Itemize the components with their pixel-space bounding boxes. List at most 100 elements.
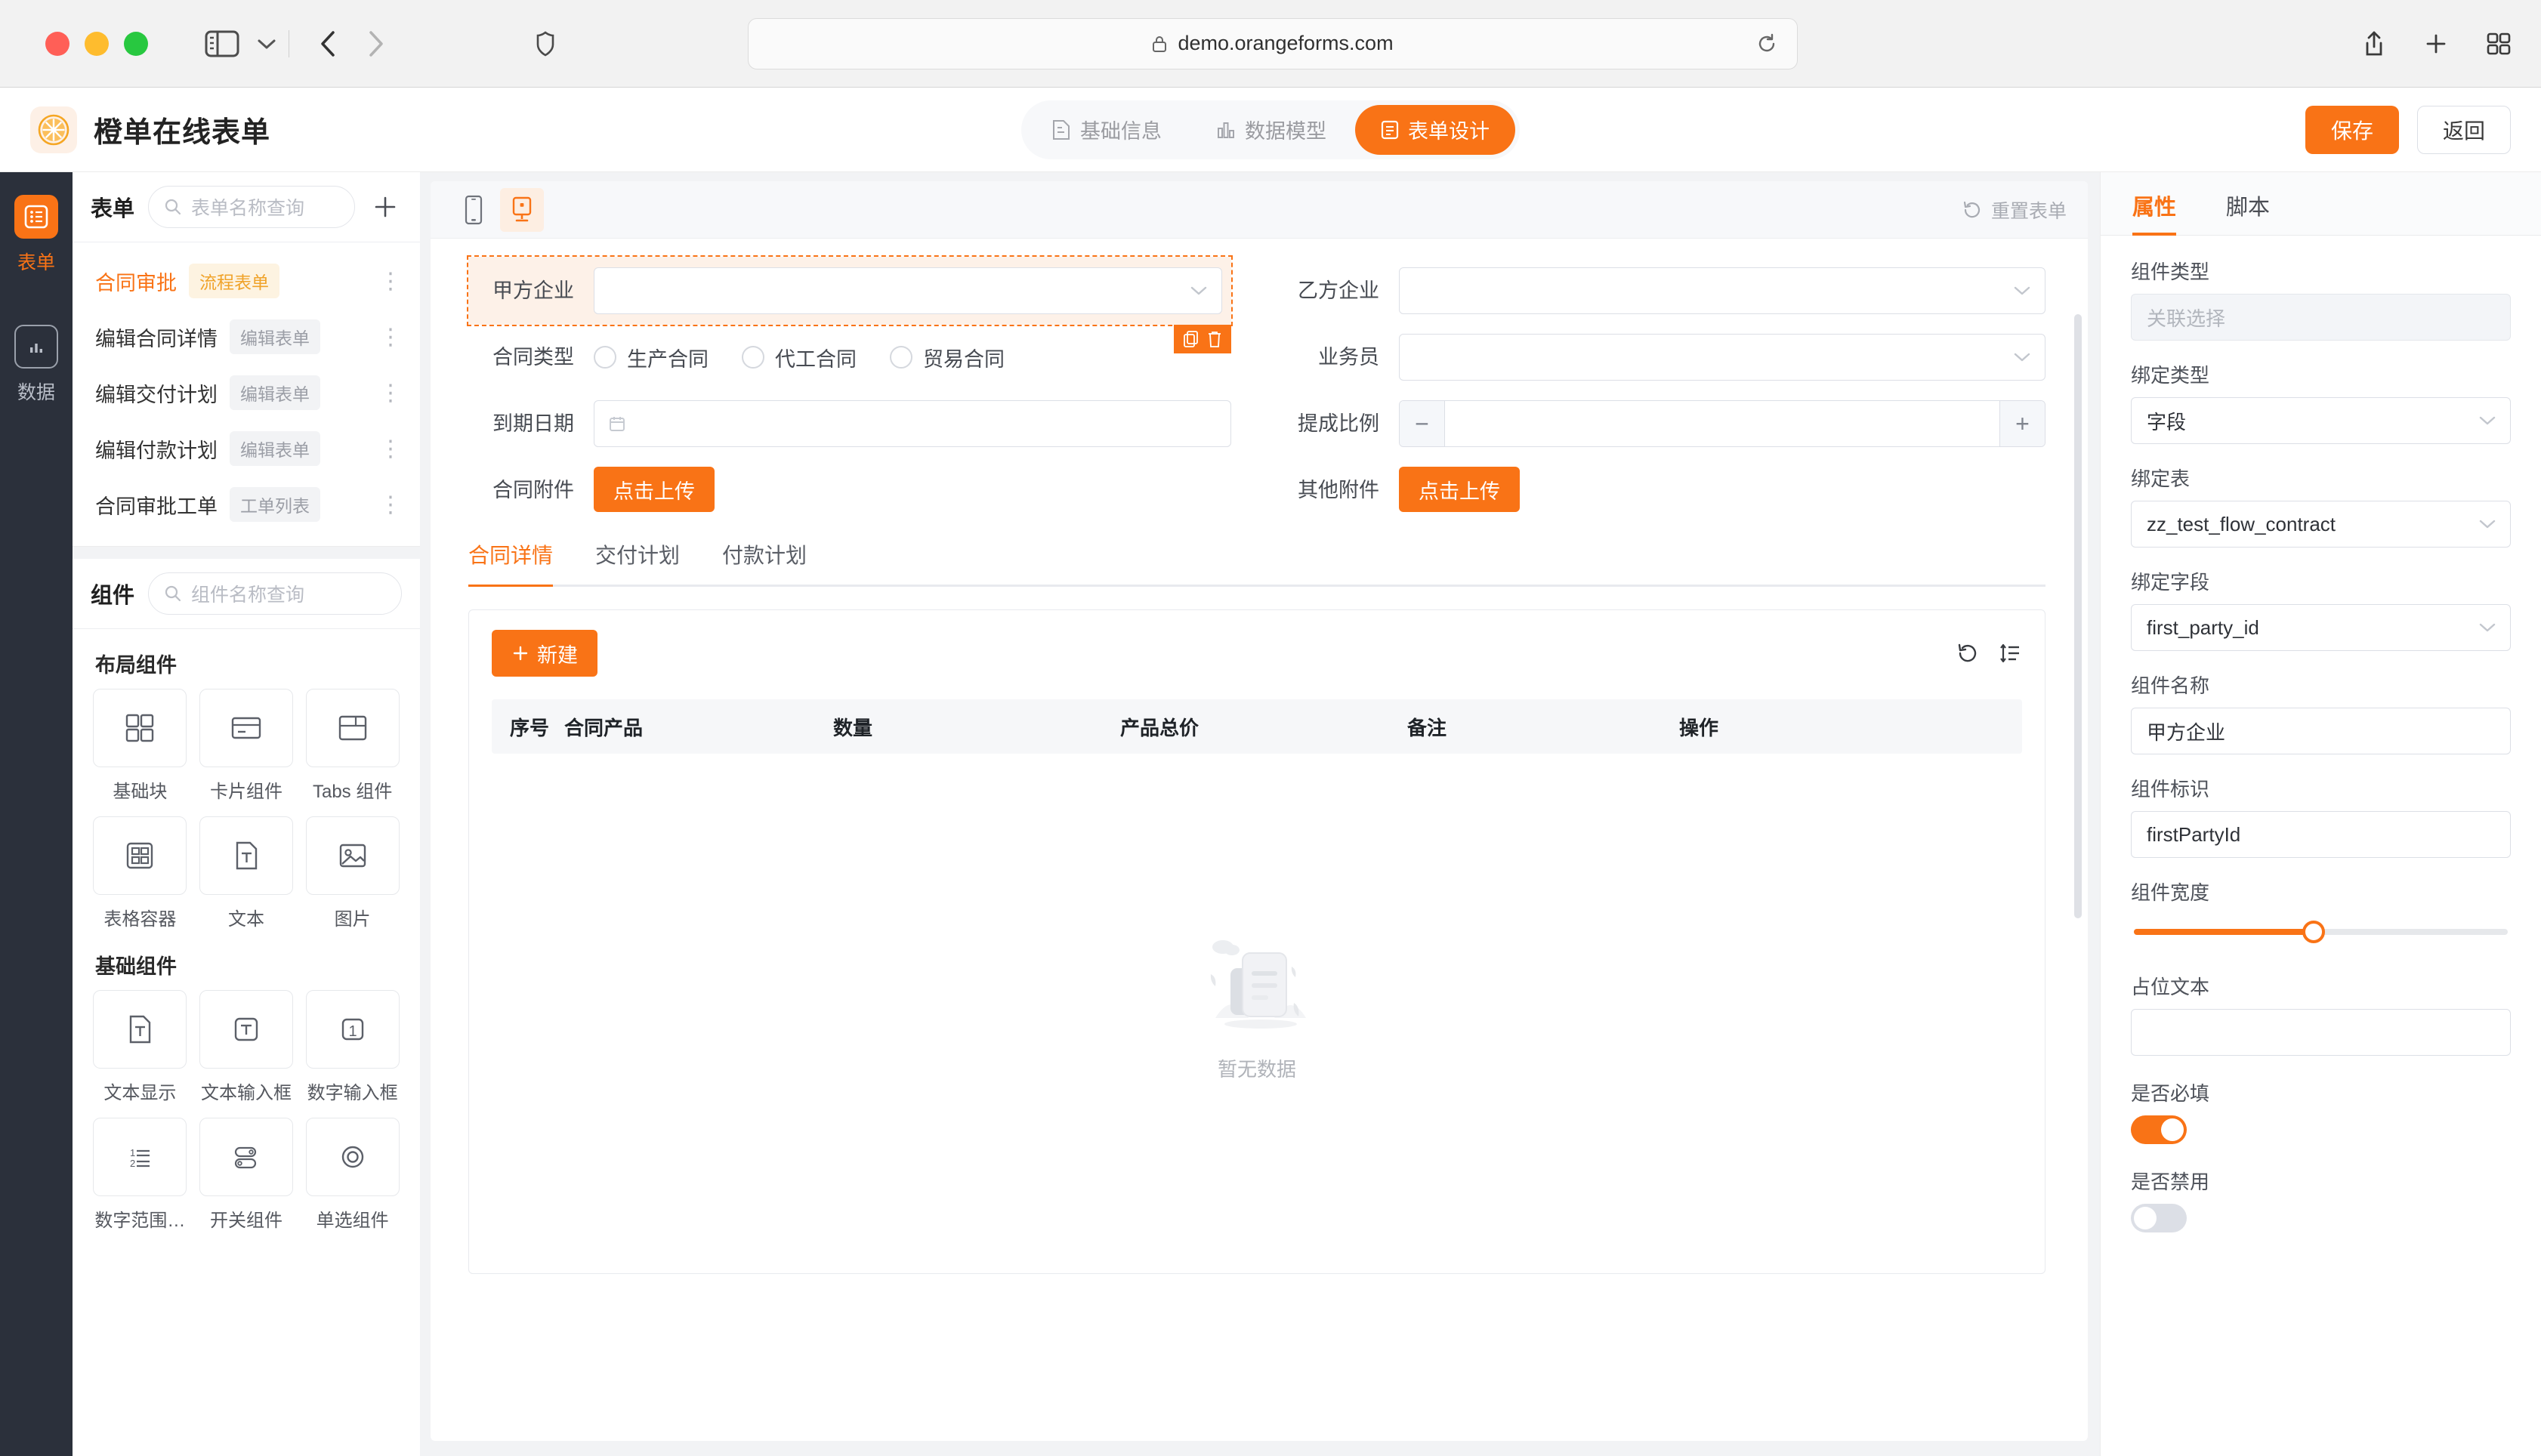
- form-list-item[interactable]: 合同审批 流程表单 ⋮: [73, 253, 420, 309]
- empty-state-label: 暂无数据: [1217, 1058, 1296, 1081]
- component-width-slider[interactable]: [2131, 915, 2511, 949]
- back-button[interactable]: 返回: [2417, 105, 2511, 154]
- new-row-button[interactable]: 新建: [492, 630, 597, 677]
- canvas-scrollbar[interactable]: [2074, 314, 2082, 918]
- commission-rate-input[interactable]: [1445, 401, 1999, 446]
- selected-component-wrapper[interactable]: 甲方企业: [467, 255, 1233, 353]
- add-form-button[interactable]: [369, 194, 402, 220]
- privacy-shield-icon[interactable]: [536, 30, 555, 57]
- property-label: 是否禁用: [2131, 1171, 2210, 1193]
- tab-data-model[interactable]: 数据模型: [1190, 105, 1352, 155]
- undo-icon[interactable]: [1956, 641, 1980, 665]
- tab-payment-plan[interactable]: 付款计划: [722, 544, 807, 567]
- upload-other-button[interactable]: 点击上传: [1399, 467, 1520, 512]
- slider-knob[interactable]: [2302, 921, 2325, 943]
- tab-form-design[interactable]: 表单设计: [1355, 104, 1515, 155]
- radio-option[interactable]: 代工合同: [742, 343, 857, 372]
- upload-contract-button[interactable]: 点击上传: [594, 467, 715, 512]
- component-item-text-input[interactable]: 文本输入框: [199, 990, 295, 1104]
- reset-form-button[interactable]: 重置表单: [1962, 196, 2067, 224]
- row-height-icon[interactable]: [1998, 641, 2022, 665]
- stepper-plus-button[interactable]: +: [1999, 401, 2045, 446]
- component-item-switch[interactable]: 开关组件: [199, 1118, 295, 1232]
- component-search-input[interactable]: 组件名称查询: [148, 572, 402, 615]
- stepper-minus-button[interactable]: −: [1400, 401, 1445, 446]
- second-party-select[interactable]: [1399, 267, 2045, 314]
- property-label: 绑定类型: [2131, 364, 2210, 387]
- back-chevron-icon[interactable]: [320, 30, 336, 57]
- component-item-card[interactable]: 卡片组件: [199, 689, 295, 803]
- mobile-device-icon[interactable]: [452, 188, 496, 232]
- component-item-basic-block[interactable]: 基础块: [92, 689, 188, 803]
- component-name-input[interactable]: 甲方企业: [2131, 708, 2511, 754]
- commission-rate-stepper[interactable]: − +: [1399, 400, 2045, 447]
- rail-item-data[interactable]: 数据: [0, 325, 73, 405]
- url-text: demo.orangeforms.com: [1178, 32, 1394, 54]
- component-item-tabs[interactable]: Tabs 组件: [304, 689, 400, 803]
- form-list-item[interactable]: 合同审批工单 工单列表 ⋮: [73, 477, 420, 532]
- tab-overview-icon[interactable]: [2487, 32, 2511, 55]
- trash-icon[interactable]: [1207, 330, 1222, 348]
- tab-contract-detail[interactable]: 合同详情: [468, 539, 554, 587]
- rail-item-forms[interactable]: 表单: [0, 195, 73, 275]
- chevron-down-icon: [2478, 622, 2496, 633]
- chevron-down-icon: [2478, 415, 2496, 426]
- new-tab-icon[interactable]: [2425, 32, 2447, 55]
- tab-properties[interactable]: 属性: [2132, 190, 2177, 236]
- maximize-window-button[interactable]: [124, 31, 148, 56]
- radio-option[interactable]: 生产合同: [594, 343, 709, 372]
- lock-icon: [1152, 35, 1167, 53]
- required-toggle[interactable]: [2131, 1115, 2187, 1144]
- component-item-radio[interactable]: 单选组件: [304, 1118, 400, 1232]
- save-button[interactable]: 保存: [2305, 105, 2399, 154]
- radio-option[interactable]: 贸易合同: [890, 343, 1005, 372]
- forward-chevron-icon[interactable]: [368, 30, 384, 57]
- bind-type-select[interactable]: 字段: [2131, 397, 2511, 444]
- component-item-image[interactable]: 图片: [304, 816, 400, 930]
- chevron-down-icon[interactable]: [257, 38, 276, 50]
- first-party-select[interactable]: [594, 267, 1222, 314]
- tab-basic-info[interactable]: 基础信息: [1026, 105, 1187, 155]
- tab-delivery-plan[interactable]: 交付计划: [595, 544, 681, 567]
- form-list-item[interactable]: 编辑交付计划 编辑表单 ⋮: [73, 365, 420, 421]
- salesman-select[interactable]: [1399, 334, 2045, 381]
- placeholder-text-input[interactable]: [2131, 1009, 2511, 1056]
- more-vertical-icon[interactable]: ⋮: [379, 268, 402, 294]
- form-row-commission-rate: 提成比例 − +: [1274, 400, 2045, 447]
- form-search-input[interactable]: 表单名称查询: [148, 186, 355, 228]
- tab-script[interactable]: 脚本: [2226, 196, 2271, 220]
- more-vertical-icon[interactable]: ⋮: [379, 436, 402, 461]
- bind-field-select[interactable]: first_party_id: [2131, 604, 2511, 651]
- component-item-table-container[interactable]: 表格容器: [92, 816, 188, 930]
- component-label: 文本输入框: [200, 1083, 292, 1103]
- component-item-text[interactable]: 文本: [199, 816, 295, 930]
- expire-date-input[interactable]: [594, 400, 1231, 447]
- close-window-button[interactable]: [45, 31, 69, 56]
- sidebar-toggle-icon[interactable]: [204, 29, 240, 58]
- address-bar[interactable]: demo.orangeforms.com: [748, 17, 1798, 69]
- empty-document-icon: [1210, 940, 1306, 1029]
- tab-basic-info-label: 基础信息: [1080, 120, 1162, 143]
- copy-icon[interactable]: [1183, 330, 1199, 348]
- component-label: 开关组件: [209, 1211, 283, 1231]
- component-grid-layout: 基础块 卡片组件 Tabs 组件: [73, 689, 420, 930]
- bind-table-select[interactable]: zz_test_flow_contract: [2131, 501, 2511, 548]
- more-vertical-icon[interactable]: ⋮: [379, 380, 402, 406]
- share-icon[interactable]: [2363, 30, 2385, 57]
- component-item-number-input[interactable]: 1 数字输入框: [304, 990, 400, 1104]
- more-vertical-icon[interactable]: ⋮: [379, 324, 402, 350]
- field-label-second-party: 乙方企业: [1298, 279, 1379, 302]
- more-vertical-icon[interactable]: ⋮: [379, 492, 402, 517]
- minimize-window-button[interactable]: [85, 31, 109, 56]
- component-id-input[interactable]: firstPartyId: [2131, 811, 2511, 858]
- form-list-item[interactable]: 编辑合同详情 编辑表单 ⋮: [73, 309, 420, 365]
- component-item-text-display[interactable]: 文本显示: [92, 990, 188, 1104]
- reload-icon[interactable]: [1756, 33, 1777, 54]
- desktop-device-icon[interactable]: [500, 187, 544, 232]
- table-container-icon: [93, 816, 187, 895]
- form-list-item[interactable]: 编辑付款计划 编辑表单 ⋮: [73, 421, 420, 477]
- disabled-toggle[interactable]: [2131, 1204, 2187, 1232]
- app-header: 橙单在线表单 基础信息 数据模型 表单设计: [0, 88, 2541, 172]
- form-row-contract-type: 合同类型 生产合同 代: [468, 334, 1231, 381]
